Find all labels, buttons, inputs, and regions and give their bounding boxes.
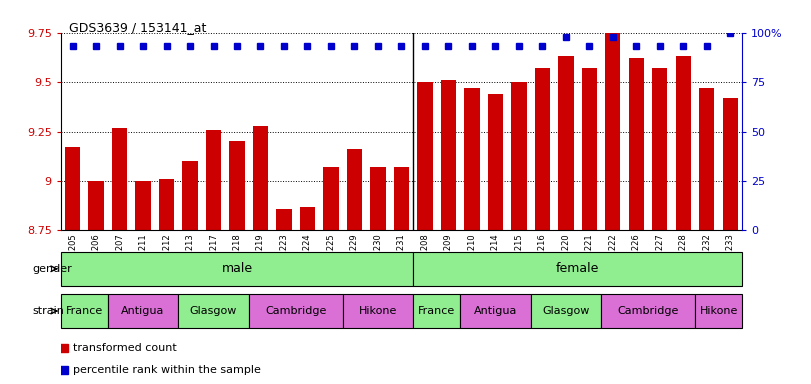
Text: strain: strain xyxy=(32,306,65,316)
Bar xyxy=(343,294,413,328)
Bar xyxy=(371,167,385,230)
Bar xyxy=(178,294,249,328)
Bar xyxy=(413,252,742,286)
Bar xyxy=(159,179,174,230)
Bar xyxy=(394,167,409,230)
Bar xyxy=(413,294,460,328)
Text: GDS3639 / 153141_at: GDS3639 / 153141_at xyxy=(69,21,206,34)
Bar xyxy=(418,82,432,230)
Bar xyxy=(629,58,644,230)
Bar xyxy=(464,88,479,230)
Bar xyxy=(558,56,573,230)
Text: Cambridge: Cambridge xyxy=(617,306,679,316)
Text: Cambridge: Cambridge xyxy=(265,306,326,316)
Bar xyxy=(182,161,198,230)
Bar xyxy=(324,167,339,230)
Text: transformed count: transformed count xyxy=(73,343,177,353)
Bar xyxy=(277,209,292,230)
Bar xyxy=(605,33,620,230)
Bar xyxy=(441,80,456,230)
Bar xyxy=(230,141,245,230)
Text: male: male xyxy=(221,262,252,275)
Bar xyxy=(65,147,80,230)
Bar xyxy=(652,68,667,230)
Text: Antigua: Antigua xyxy=(122,306,165,316)
Bar xyxy=(61,252,413,286)
Text: France: France xyxy=(418,306,455,316)
Bar xyxy=(581,68,597,230)
Bar xyxy=(460,294,530,328)
Text: percentile rank within the sample: percentile rank within the sample xyxy=(73,365,261,375)
Bar xyxy=(135,181,151,230)
Bar xyxy=(61,294,108,328)
Text: Glasgow: Glasgow xyxy=(190,306,237,316)
Bar xyxy=(112,127,127,230)
Bar xyxy=(723,98,738,230)
Text: female: female xyxy=(556,262,599,275)
Bar xyxy=(699,88,714,230)
Bar xyxy=(300,207,315,230)
Text: gender: gender xyxy=(32,264,72,274)
Text: Hikone: Hikone xyxy=(699,306,738,316)
Bar xyxy=(676,56,691,230)
Text: Hikone: Hikone xyxy=(358,306,397,316)
Text: Antigua: Antigua xyxy=(474,306,517,316)
Bar xyxy=(695,294,742,328)
Bar xyxy=(530,294,601,328)
Bar xyxy=(253,126,268,230)
Bar xyxy=(88,181,104,230)
Bar xyxy=(511,82,526,230)
Bar xyxy=(601,294,695,328)
Bar xyxy=(487,94,503,230)
Bar xyxy=(108,294,178,328)
Text: France: France xyxy=(66,306,103,316)
Bar xyxy=(347,149,362,230)
Bar xyxy=(534,68,550,230)
Text: Glasgow: Glasgow xyxy=(543,306,590,316)
Bar xyxy=(206,129,221,230)
Bar xyxy=(249,294,343,328)
